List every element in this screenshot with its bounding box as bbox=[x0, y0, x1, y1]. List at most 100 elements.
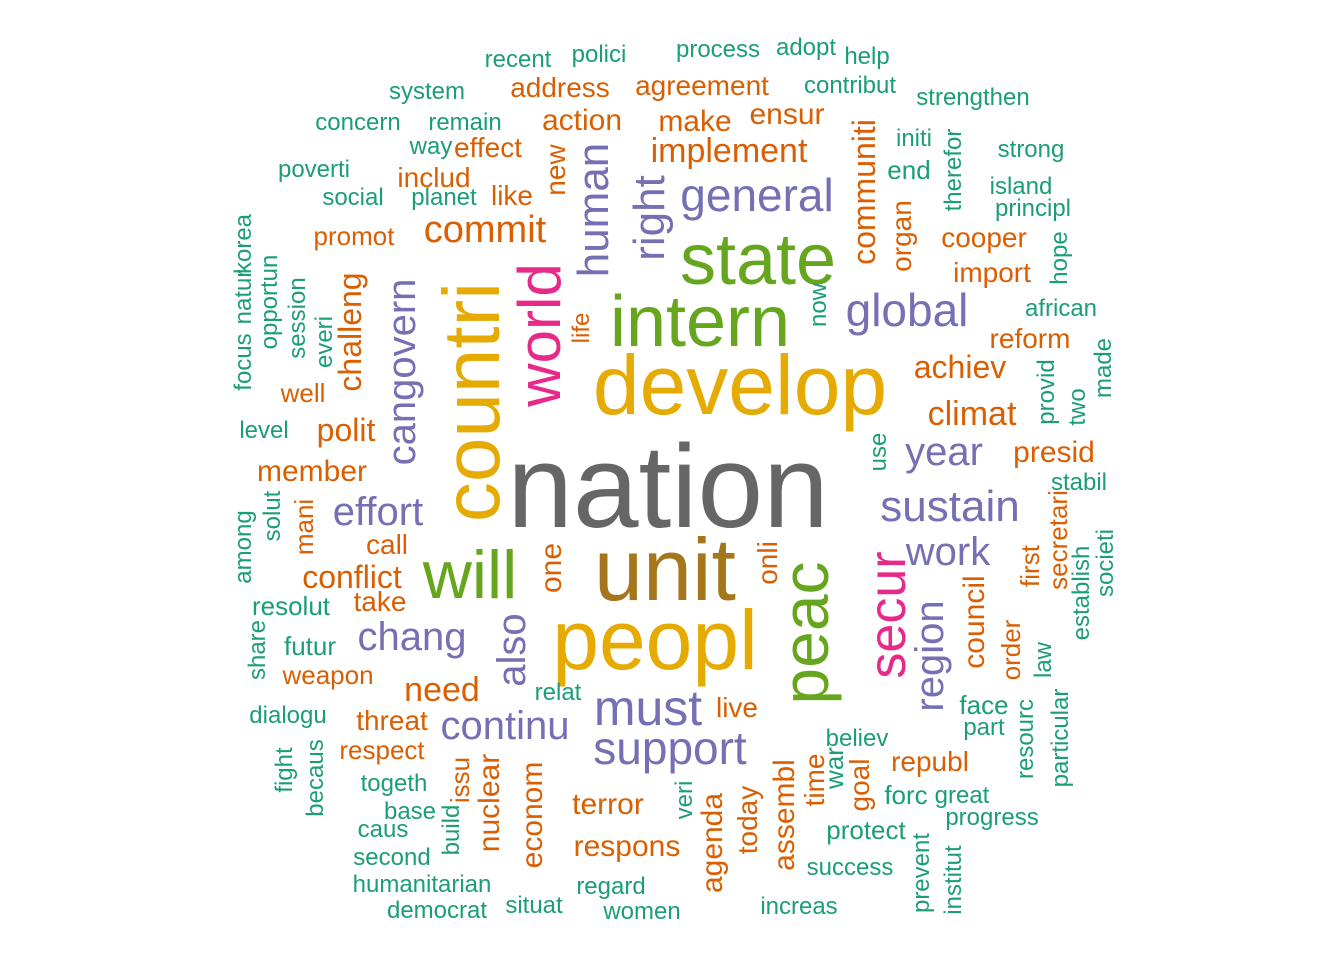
word-focus: focus bbox=[230, 333, 257, 391]
word-mani: mani bbox=[289, 498, 319, 556]
word-need: need bbox=[404, 671, 480, 709]
word-futur: futur bbox=[283, 631, 337, 661]
word-climat: climat bbox=[927, 395, 1017, 433]
word-ensur: ensur bbox=[749, 98, 825, 131]
word-democrat: democrat bbox=[386, 897, 488, 924]
word-agenda: agenda bbox=[696, 792, 729, 894]
word-system: system bbox=[388, 78, 466, 105]
word-share: share bbox=[244, 619, 271, 681]
word-becaus: becaus bbox=[302, 739, 329, 817]
word-will: will bbox=[422, 537, 518, 613]
word-increas: increas bbox=[760, 893, 838, 920]
word-strengthen: strengthen bbox=[916, 84, 1030, 111]
word-take: take bbox=[353, 586, 407, 617]
word-intern: intern bbox=[609, 282, 791, 362]
word-caus: caus bbox=[357, 816, 409, 843]
word-part: part bbox=[963, 714, 1005, 741]
word-republ: republ bbox=[891, 746, 969, 777]
word-agreement: agreement bbox=[635, 70, 769, 101]
word-one: one bbox=[535, 542, 568, 594]
word-nation: nation bbox=[507, 421, 829, 553]
word-address: address bbox=[510, 72, 610, 103]
word-societi: societi bbox=[1092, 528, 1119, 598]
word-therefor: therefor bbox=[940, 128, 967, 212]
word-includ: includ bbox=[397, 162, 471, 193]
word-principl: principl bbox=[994, 195, 1072, 222]
word-cangovern: cangovern bbox=[380, 278, 424, 466]
word-first: first bbox=[1015, 545, 1045, 587]
word-women: women bbox=[603, 898, 681, 925]
word-also: also bbox=[490, 613, 534, 687]
word-promot: promot bbox=[313, 221, 395, 251]
word-protect: protect bbox=[826, 815, 906, 845]
word-among: among bbox=[230, 510, 257, 584]
word-new: new bbox=[540, 144, 571, 196]
word-end: end bbox=[887, 155, 931, 185]
word-action: action bbox=[541, 104, 623, 137]
word-world: world bbox=[506, 263, 573, 407]
word-humanitarian: humanitarian bbox=[352, 871, 492, 898]
word-success: success bbox=[806, 854, 894, 881]
word-adopt: adopt bbox=[775, 34, 837, 61]
word-call: call bbox=[365, 529, 409, 560]
word-level: level bbox=[239, 417, 289, 444]
word-establish: establish bbox=[1068, 545, 1095, 641]
word-war: war bbox=[819, 747, 849, 789]
word-life: life bbox=[568, 312, 595, 344]
word-order: order bbox=[996, 619, 1026, 681]
word-base: base bbox=[383, 798, 437, 825]
word-must: must bbox=[593, 680, 703, 736]
word-use: use bbox=[865, 432, 892, 472]
word-sustain: sustain bbox=[880, 482, 1020, 531]
word-poverti: poverti bbox=[277, 156, 351, 183]
word-general: general bbox=[680, 169, 834, 221]
word-state: state bbox=[679, 220, 837, 300]
word-communiti: communiti bbox=[846, 119, 882, 265]
word-work: work bbox=[905, 530, 991, 574]
word-make: make bbox=[658, 105, 732, 138]
word-stabil: stabil bbox=[1050, 469, 1108, 496]
word-respect: respect bbox=[339, 735, 425, 765]
word-second: second bbox=[353, 844, 431, 871]
word-process: process bbox=[675, 36, 761, 63]
word-global: global bbox=[845, 284, 969, 336]
word-social: social bbox=[322, 184, 384, 211]
word-resolut: resolut bbox=[251, 591, 331, 621]
word-continu: continu bbox=[440, 704, 570, 748]
word-threat: threat bbox=[356, 705, 428, 736]
word-conflict: conflict bbox=[302, 559, 402, 595]
word-well: well bbox=[280, 378, 326, 408]
word-human: human bbox=[569, 142, 618, 278]
word-law: law bbox=[1030, 641, 1057, 679]
word-live: live bbox=[715, 692, 759, 723]
word-like: like bbox=[490, 180, 534, 211]
word-import: import bbox=[953, 257, 1031, 288]
word-two: two bbox=[1064, 388, 1091, 426]
word-support: support bbox=[593, 722, 747, 774]
word-korea: korea bbox=[230, 213, 257, 275]
word-organ: organ bbox=[886, 200, 917, 272]
word-member: member bbox=[256, 455, 368, 488]
word-institut: institut bbox=[940, 845, 967, 915]
word-build: build bbox=[438, 804, 465, 856]
word-dialogu: dialogu bbox=[249, 702, 327, 729]
word-veri: veri bbox=[671, 780, 698, 820]
word-relat: relat bbox=[534, 679, 582, 706]
word-goal: goal bbox=[844, 758, 875, 812]
word-hope: hope bbox=[1046, 231, 1073, 285]
word-situat: situat bbox=[505, 892, 563, 919]
word-resourc: resourc bbox=[1012, 698, 1039, 780]
word-concern: concern bbox=[315, 109, 401, 136]
word-nuclear: nuclear bbox=[473, 753, 506, 853]
word-face: face bbox=[959, 690, 1009, 720]
word-session: session bbox=[284, 277, 311, 359]
word-cooper: cooper bbox=[941, 222, 1027, 253]
word-presid: presid bbox=[1013, 436, 1095, 469]
word-issu: issu bbox=[445, 756, 475, 804]
word-forc: forc bbox=[884, 780, 928, 810]
word-help: help bbox=[844, 43, 890, 70]
word-region: region bbox=[908, 600, 952, 712]
word-initi: initi bbox=[895, 125, 933, 152]
word-reform: reform bbox=[989, 323, 1071, 354]
word-effort: effort bbox=[332, 490, 424, 534]
